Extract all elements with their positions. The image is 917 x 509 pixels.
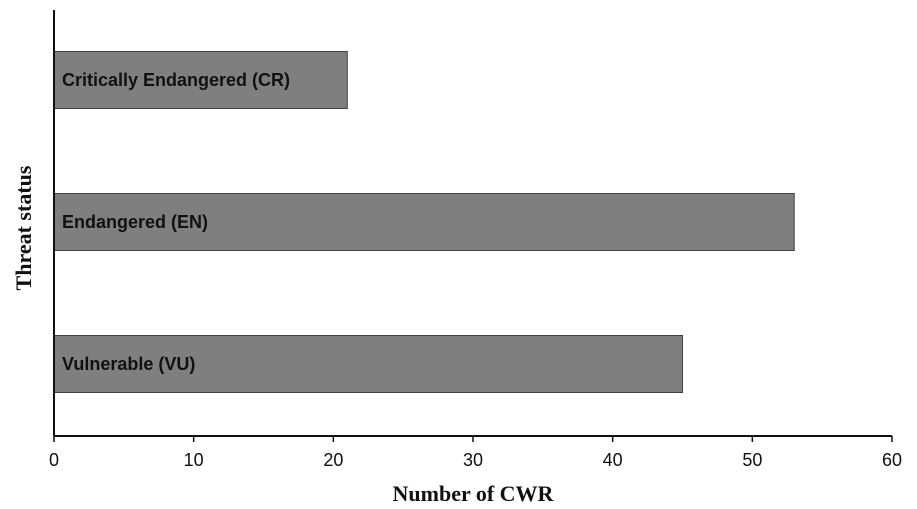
x-tick-label: 40	[603, 450, 623, 470]
bar-category-label: Vulnerable (VU)	[62, 354, 195, 374]
bar-labels-group: Critically Endangered (CR) Endangered (EN…	[62, 70, 290, 374]
x-tick-label: 60	[882, 450, 902, 470]
bar-category-label: Critically Endangered (CR)	[62, 70, 290, 90]
x-tick-label: 10	[184, 450, 204, 470]
x-tick-label: 50	[742, 450, 762, 470]
bar-category-label: Endangered (EN)	[62, 212, 208, 232]
bars-group	[53, 51, 795, 393]
x-tick-label: 0	[49, 450, 59, 470]
x-axis-title: Number of CWR	[393, 481, 555, 506]
y-axis-title: Threat status	[11, 165, 36, 290]
x-tick-label: 20	[323, 450, 343, 470]
x-ticks-group: 0 10 20 30 40 50 60	[49, 436, 902, 470]
bar	[53, 51, 348, 109]
bar	[53, 335, 683, 393]
bar	[53, 193, 795, 251]
x-tick-label: 30	[463, 450, 483, 470]
